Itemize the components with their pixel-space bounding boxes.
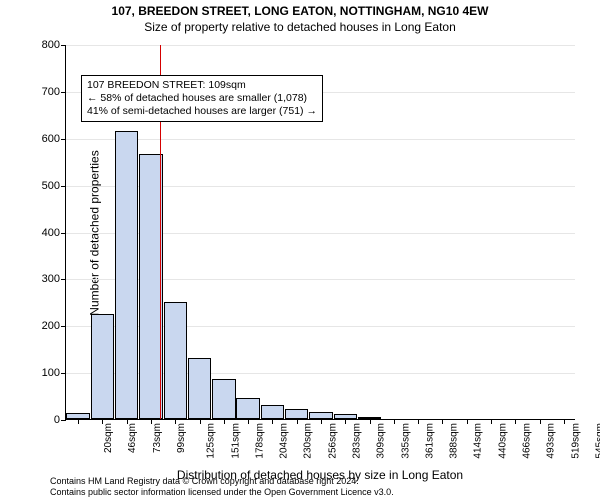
x-tick-label: 99sqm <box>176 423 187 453</box>
histogram-bar <box>261 405 285 419</box>
x-tick-mark <box>297 419 298 424</box>
plot-area: 010020030040050060070080020sqm46sqm73sqm… <box>65 45 575 420</box>
x-tick-mark <box>370 419 371 424</box>
y-tick-label: 800 <box>42 39 60 51</box>
x-tick-label: 178sqm <box>254 423 265 459</box>
grid-line <box>66 45 575 46</box>
histogram-bar <box>91 314 115 419</box>
y-tick-mark <box>61 279 66 280</box>
x-tick-label: 440sqm <box>497 423 508 459</box>
x-tick-label: 466sqm <box>522 423 533 459</box>
y-tick-mark <box>61 233 66 234</box>
histogram-chart: 107, BREEDON STREET, LONG EATON, NOTTING… <box>0 0 600 500</box>
x-tick-mark <box>272 419 273 424</box>
y-tick-label: 300 <box>42 273 60 285</box>
annotation-box: 107 BREEDON STREET: 109sqm← 58% of detac… <box>81 75 323 122</box>
histogram-bar <box>212 379 236 419</box>
x-tick-label: 545sqm <box>594 423 600 459</box>
x-tick-mark <box>467 419 468 424</box>
x-tick-label: 388sqm <box>449 423 460 459</box>
x-tick-mark <box>224 419 225 424</box>
chart-footer: Contains HM Land Registry data © Crown c… <box>50 476 394 497</box>
y-tick-label: 700 <box>42 86 60 98</box>
y-tick-mark <box>61 420 66 421</box>
y-tick-label: 200 <box>42 320 60 332</box>
x-tick-label: 309sqm <box>376 423 387 459</box>
histogram-bar <box>188 358 212 419</box>
histogram-bar <box>236 398 260 419</box>
x-tick-mark <box>418 419 419 424</box>
x-tick-label: 46sqm <box>127 423 138 453</box>
y-tick-label: 400 <box>42 227 60 239</box>
x-tick-mark <box>491 419 492 424</box>
x-tick-label: 20sqm <box>103 423 114 453</box>
x-tick-mark <box>515 419 516 424</box>
x-tick-mark <box>321 419 322 424</box>
x-tick-mark <box>540 419 541 424</box>
x-tick-mark <box>345 419 346 424</box>
x-tick-label: 335sqm <box>400 423 411 459</box>
histogram-bar <box>309 412 333 419</box>
y-tick-mark <box>61 373 66 374</box>
x-tick-label: 283sqm <box>352 423 363 459</box>
y-tick-label: 500 <box>42 180 60 192</box>
annotation-line: 41% of semi-detached houses are larger (… <box>87 105 317 118</box>
histogram-bar <box>285 409 309 419</box>
x-tick-label: 125sqm <box>206 423 217 459</box>
x-tick-label: 204sqm <box>279 423 290 459</box>
x-tick-label: 151sqm <box>230 423 241 459</box>
y-tick-mark <box>61 92 66 93</box>
x-tick-label: 361sqm <box>424 423 435 459</box>
footer-line1: Contains HM Land Registry data © Crown c… <box>50 476 394 486</box>
x-tick-mark <box>151 419 152 424</box>
x-tick-mark <box>394 419 395 424</box>
y-tick-mark <box>61 326 66 327</box>
y-tick-label: 600 <box>42 133 60 145</box>
x-tick-label: 230sqm <box>303 423 314 459</box>
histogram-bar <box>164 302 188 419</box>
annotation-line: ← 58% of detached houses are smaller (1,… <box>87 92 317 105</box>
x-tick-mark <box>78 419 79 424</box>
x-tick-mark <box>102 419 103 424</box>
x-tick-label: 414sqm <box>473 423 484 459</box>
histogram-bar <box>115 131 139 419</box>
y-tick-mark <box>61 186 66 187</box>
y-tick-label: 100 <box>42 367 60 379</box>
x-tick-mark <box>442 419 443 424</box>
y-tick-mark <box>61 139 66 140</box>
chart-title-block: 107, BREEDON STREET, LONG EATON, NOTTING… <box>0 4 600 34</box>
annotation-line: 107 BREEDON STREET: 109sqm <box>87 79 317 92</box>
x-tick-mark <box>564 419 565 424</box>
grid-line <box>66 139 575 140</box>
x-tick-label: 519sqm <box>570 423 581 459</box>
x-tick-mark <box>127 419 128 424</box>
histogram-bar <box>139 154 163 419</box>
x-tick-mark <box>248 419 249 424</box>
y-tick-label: 0 <box>54 414 60 426</box>
y-tick-mark <box>61 45 66 46</box>
footer-line2: Contains public sector information licen… <box>50 487 394 497</box>
x-tick-label: 493sqm <box>546 423 557 459</box>
x-tick-mark <box>175 419 176 424</box>
chart-title-line2: Size of property relative to detached ho… <box>0 20 600 34</box>
x-tick-mark <box>200 419 201 424</box>
chart-title-line1: 107, BREEDON STREET, LONG EATON, NOTTING… <box>0 4 600 18</box>
x-tick-label: 73sqm <box>152 423 163 453</box>
x-tick-label: 256sqm <box>327 423 338 459</box>
